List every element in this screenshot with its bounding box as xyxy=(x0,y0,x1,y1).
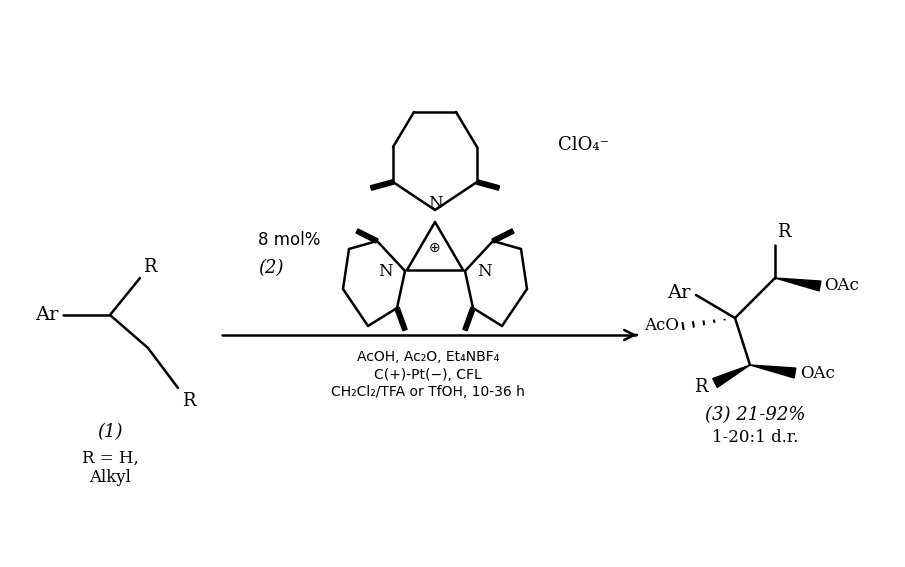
Polygon shape xyxy=(775,278,821,291)
Text: CH₂Cl₂/TFA or TfOH, 10-36 h: CH₂Cl₂/TFA or TfOH, 10-36 h xyxy=(331,385,525,399)
Text: (3) 21-92%: (3) 21-92% xyxy=(705,406,805,424)
Text: Ar: Ar xyxy=(34,306,58,324)
Text: R: R xyxy=(777,223,790,241)
Text: R: R xyxy=(143,258,157,276)
Text: Ar: Ar xyxy=(667,284,690,302)
Polygon shape xyxy=(492,229,514,243)
Text: N: N xyxy=(378,264,393,281)
Text: OAc: OAc xyxy=(800,365,835,382)
Polygon shape xyxy=(750,365,795,378)
Text: (2): (2) xyxy=(258,259,283,277)
Polygon shape xyxy=(395,307,407,331)
Text: N: N xyxy=(477,264,491,281)
Text: ClO₄⁻: ClO₄⁻ xyxy=(558,136,609,154)
Text: N: N xyxy=(428,195,443,212)
Text: R: R xyxy=(182,392,195,410)
Text: 8 mol%: 8 mol% xyxy=(258,231,320,249)
Text: Alkyl: Alkyl xyxy=(89,469,131,486)
Polygon shape xyxy=(370,180,394,190)
Polygon shape xyxy=(356,229,378,243)
Polygon shape xyxy=(476,180,500,190)
Text: 1-20:1 d.r.: 1-20:1 d.r. xyxy=(712,429,798,446)
Text: C(+)-Pt(−), CFL: C(+)-Pt(−), CFL xyxy=(374,368,481,382)
Text: R: R xyxy=(694,378,708,396)
Polygon shape xyxy=(462,307,475,331)
Text: AcO: AcO xyxy=(644,318,679,335)
Text: (1): (1) xyxy=(97,423,123,441)
Text: AcOH, Ac₂O, Et₄NBF₄: AcOH, Ac₂O, Et₄NBF₄ xyxy=(357,350,500,364)
Text: OAc: OAc xyxy=(824,277,859,294)
Text: ⊕: ⊕ xyxy=(429,241,441,255)
Polygon shape xyxy=(713,365,750,387)
Text: R = H,: R = H, xyxy=(81,450,138,467)
